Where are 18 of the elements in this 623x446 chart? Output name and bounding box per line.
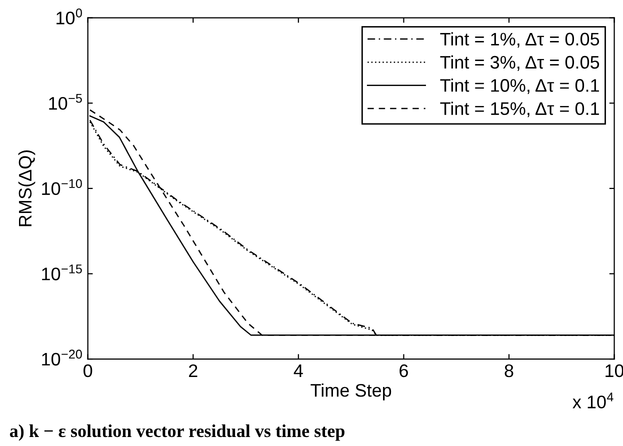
legend-label: Tint = 15%, Δτ = 0.1 bbox=[440, 102, 599, 118]
legend-label: Tint = 3%, Δτ = 0.05 bbox=[440, 55, 600, 71]
y-tick-label: 10$^{−15}$ bbox=[42, 264, 82, 280]
x-tick-label: 0 bbox=[84, 364, 92, 378]
x-tick-label: 4 bbox=[294, 364, 303, 377]
x-axis-title: Time Step bbox=[310, 384, 392, 400]
legend-label: Tint = 10%, Δτ = 0.1 bbox=[440, 78, 599, 94]
y-tick-label: 10$^{0}$ bbox=[56, 8, 82, 24]
y-tick-label: 10$^{−20}$ bbox=[42, 350, 82, 366]
text: x 10$^{4}$ bbox=[572, 392, 614, 408]
legend-label: Tint = 1%, Δτ = 0.05 bbox=[440, 32, 600, 48]
x-tick-label: 2 bbox=[189, 364, 198, 377]
y-axis-title: RMS(ΔQ) bbox=[18, 150, 36, 226]
text: a) k − ε solution vector residual vs time step bbox=[10, 424, 344, 441]
y-tick-label: 10$^{−10}$ bbox=[42, 179, 82, 196]
x-tick-label: 6 bbox=[400, 364, 408, 378]
y-tick-label: 10$^{−5}$ bbox=[49, 94, 82, 110]
x-tick-label: 8 bbox=[504, 364, 514, 378]
